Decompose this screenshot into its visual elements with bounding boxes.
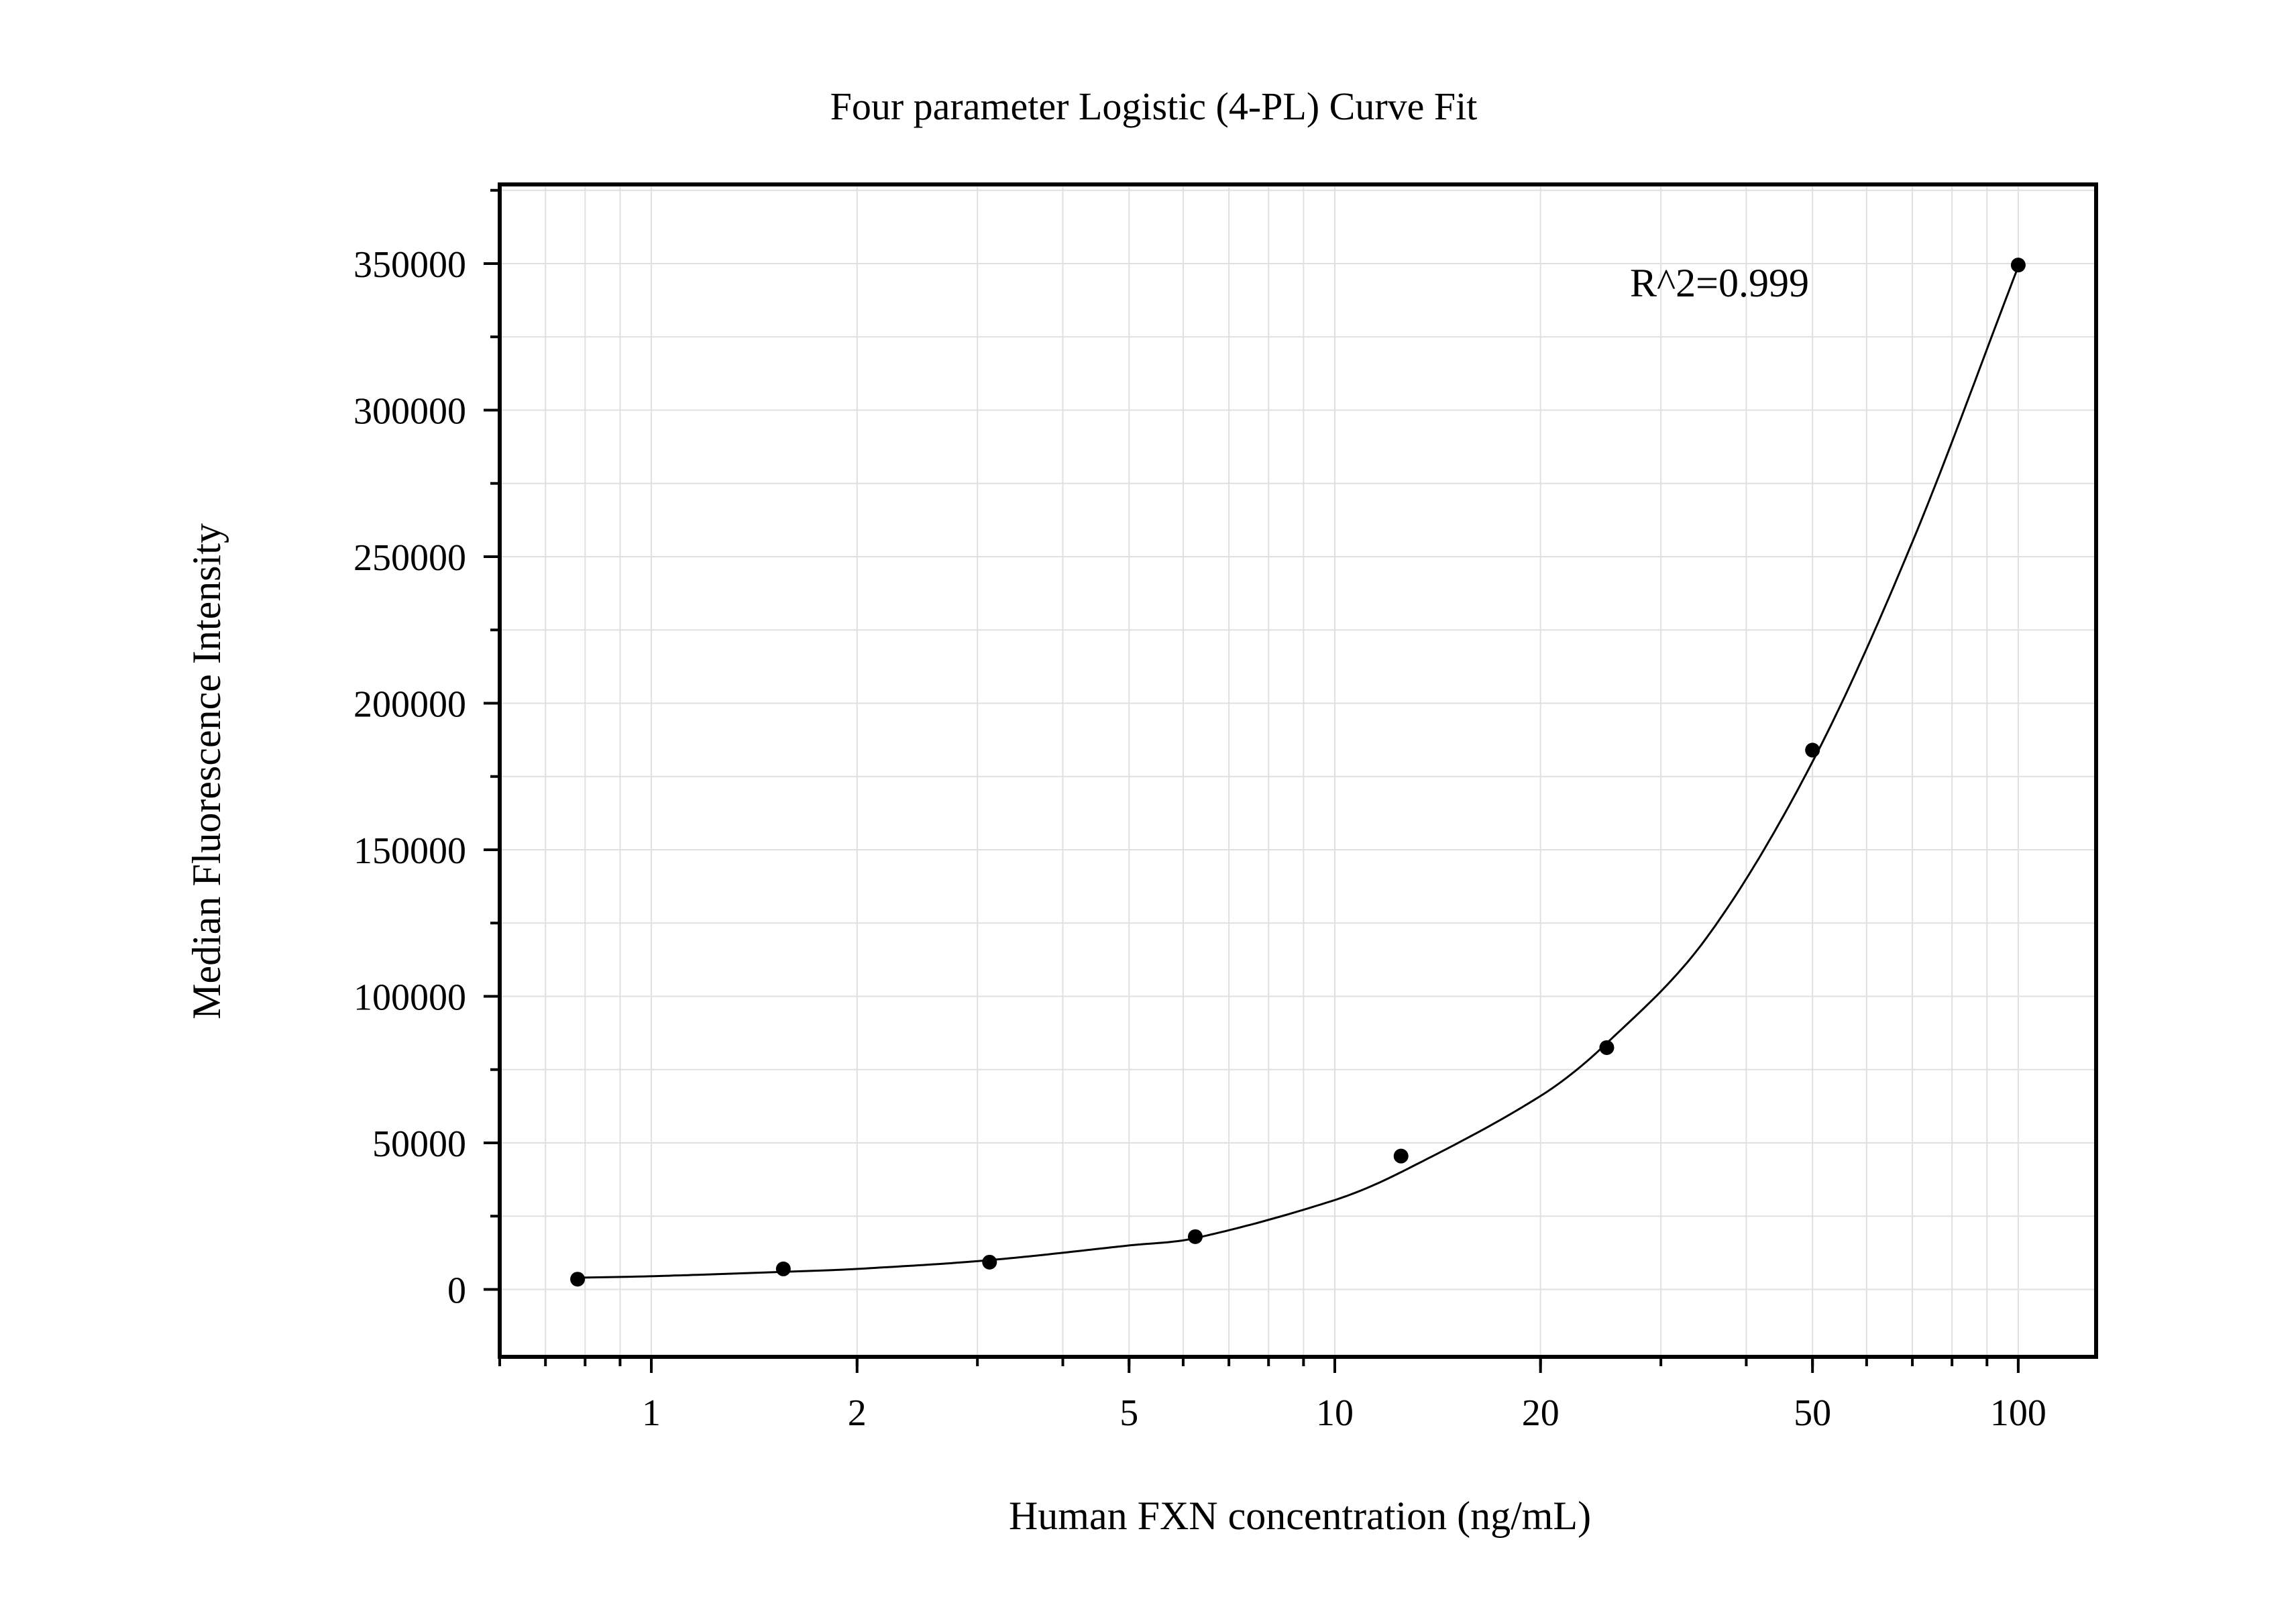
y-tick-label: 350000: [353, 244, 466, 286]
point-layer: [570, 258, 2026, 1287]
curve-layer: [578, 266, 2020, 1279]
plot-frame: [498, 182, 2098, 1359]
x-tick-label: 20: [1522, 1392, 1560, 1434]
y-tick-label: 300000: [353, 390, 466, 432]
x-tick-label: 2: [848, 1392, 867, 1434]
data-point: [2010, 258, 2026, 273]
data-point: [1393, 1148, 1409, 1164]
fit-curve: [578, 266, 2020, 1279]
data-point: [775, 1261, 791, 1276]
y-tick-label: 250000: [353, 537, 466, 579]
y-tick-label: 50000: [372, 1123, 466, 1165]
label-layer: 1 2 5 10 20 50 100 0 50000 100000 150000 200000 2500…: [353, 244, 2046, 1434]
x-tick-label: 10: [1316, 1392, 1354, 1434]
data-point: [1805, 742, 1820, 758]
x-tick-label: 50: [1794, 1392, 1831, 1434]
data-point: [570, 1272, 586, 1287]
y-tick-label: 100000: [353, 977, 466, 1018]
chart-title: Four parameter Logistic (4-PL) Curve Fit: [830, 85, 1478, 128]
data-point: [1187, 1229, 1203, 1244]
x-tick-label: 5: [1119, 1392, 1138, 1434]
grid-layer: [499, 184, 2096, 1357]
data-point: [982, 1254, 997, 1270]
x-tick-label: 100: [1990, 1392, 2046, 1434]
y-tick-label: 150000: [353, 830, 466, 872]
y-tick-label: 200000: [353, 683, 466, 725]
y-tick-label: 0: [447, 1270, 466, 1311]
data-point: [1599, 1040, 1615, 1055]
r-squared-annotation: R^2=0.999: [1630, 261, 1809, 305]
x-tick-label: 1: [642, 1392, 661, 1434]
y-axis-label: Median Fluorescence Intensity: [184, 523, 229, 1019]
tick-layer: [484, 188, 2020, 1373]
x-axis-label: Human FXN concentration (ng/mL): [1009, 1494, 1591, 1538]
